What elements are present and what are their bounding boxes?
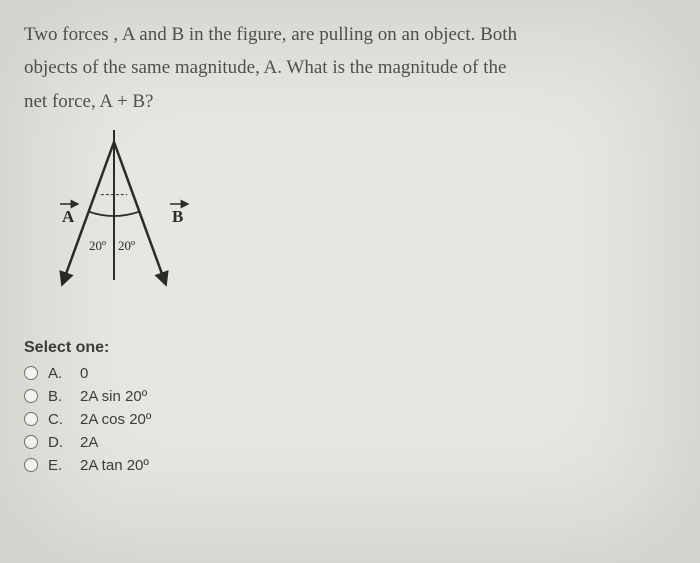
question-line-1: Two forces , A and B in the figure, are … (24, 24, 517, 45)
force-diagram: A B 20º 20º (24, 128, 676, 313)
option-text: 2A (80, 434, 98, 451)
svg-text:20º: 20º (118, 238, 135, 253)
svg-text:20º: 20º (89, 238, 106, 253)
option-radio-e[interactable] (24, 458, 38, 472)
option-row: E. 2A tan 20º (24, 457, 676, 474)
option-text: 0 (80, 365, 88, 382)
svg-text:B: B (172, 207, 183, 226)
question-line-3: net force, A + B? (24, 91, 153, 112)
svg-text:A: A (62, 207, 75, 226)
option-letter: A. (48, 365, 70, 382)
option-radio-b[interactable] (24, 389, 38, 403)
question-line-2: objects of the same magnitude, A. What i… (24, 57, 506, 78)
option-text: 2A cos 20º (80, 411, 151, 428)
option-letter: E. (48, 457, 70, 474)
select-one-label: Select one: (24, 339, 676, 357)
option-row: B. 2A sin 20º (24, 388, 676, 405)
option-letter: D. (48, 434, 70, 451)
option-radio-d[interactable] (24, 435, 38, 449)
question-text: Two forces , A and B in the figure, are … (24, 18, 676, 118)
option-radio-c[interactable] (24, 412, 38, 426)
option-text: 2A sin 20º (80, 388, 147, 405)
option-row: D. 2A (24, 434, 676, 451)
option-letter: B. (48, 388, 70, 405)
option-row: A. 0 (24, 365, 676, 382)
option-letter: C. (48, 411, 70, 428)
option-row: C. 2A cos 20º (24, 411, 676, 428)
option-text: 2A tan 20º (80, 457, 149, 474)
option-radio-a[interactable] (24, 366, 38, 380)
